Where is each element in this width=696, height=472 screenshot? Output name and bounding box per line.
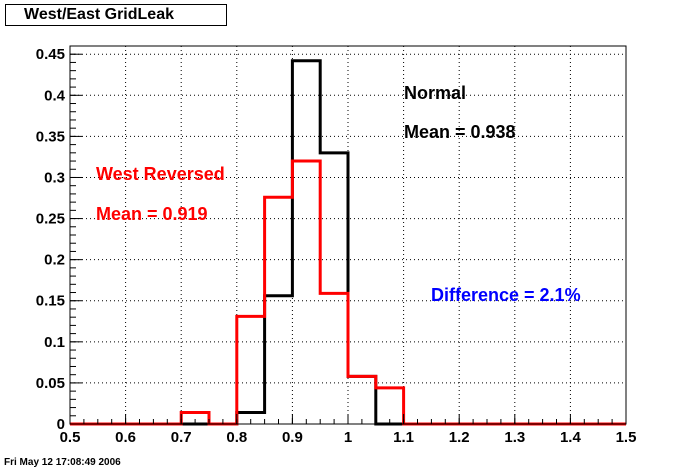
series-layer xyxy=(70,59,626,426)
normal-label: Normal xyxy=(404,83,466,103)
y-tick-label: 0.4 xyxy=(44,87,66,104)
axis-layer: 0.5 0.6 0.7 0.8 0.9 1 1.1 1.2 1.3 1.4 1.5 0 0.05 0.1 0… xyxy=(36,45,637,446)
difference-label: Difference = 2.1% xyxy=(431,285,581,305)
grid-lines xyxy=(70,46,626,424)
y-tick-label: 0.35 xyxy=(36,128,65,145)
y-tick-label: 0.25 xyxy=(36,211,65,228)
x-tick-label: 1.5 xyxy=(616,429,637,446)
annotation-layer: Normal Mean = 0.938 West Reversed Mean =… xyxy=(96,83,581,305)
x-tick-label: 1 xyxy=(344,429,352,446)
west-reversed-label: West Reversed xyxy=(96,164,225,184)
x-tick-label: 1.2 xyxy=(449,429,470,446)
y-tick-label: 0.1 xyxy=(44,334,65,351)
x-tick-label: 0.6 xyxy=(115,429,136,446)
x-tick-label: 0.7 xyxy=(171,429,192,446)
x-tick-label: 0.9 xyxy=(282,429,303,446)
x-tick-label: 0.5 xyxy=(60,429,81,446)
west-reversed-mean: Mean = 0.919 xyxy=(96,204,208,224)
y-tick-label: 0.2 xyxy=(44,252,65,269)
y-tick-label: 0.3 xyxy=(44,169,65,186)
y-tick-label: 0.15 xyxy=(36,293,65,310)
y-tick-label: 0.05 xyxy=(36,375,65,392)
x-tick-label: 1.4 xyxy=(560,429,582,446)
x-tick-label: 1.1 xyxy=(393,429,414,446)
x-tick-label: 0.8 xyxy=(226,429,247,446)
timestamp-footer: Fri May 12 17:08:49 2006 xyxy=(4,457,121,468)
chart-title: West/East GridLeak xyxy=(5,4,227,26)
y-tick-label: 0.45 xyxy=(36,46,65,63)
y-tick-label: 0 xyxy=(57,416,65,433)
normal-mean: Mean = 0.938 xyxy=(404,122,516,142)
x-tick-label: 1.3 xyxy=(504,429,525,446)
